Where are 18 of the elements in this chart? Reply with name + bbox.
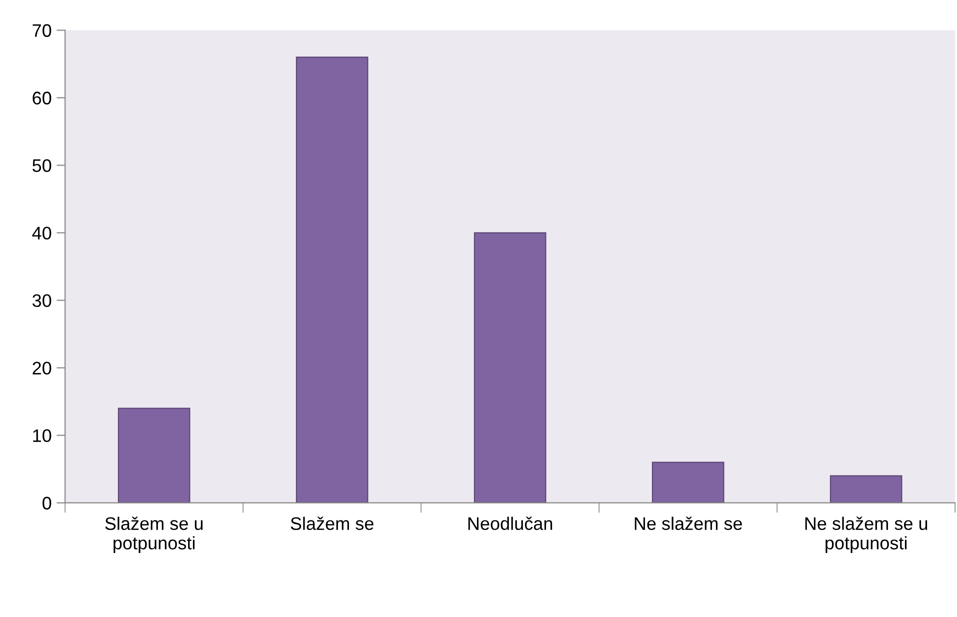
- x-tick-label: Neodlučan: [468, 516, 552, 530]
- y-tick-label: 40: [32, 226, 52, 240]
- y-tick-label: 10: [33, 429, 52, 442]
- bar: [296, 56, 368, 503]
- y-tick-label: 70: [32, 24, 52, 37]
- y-tick-label: 50: [32, 159, 52, 172]
- x-tick-label: Slažem se: [290, 516, 374, 530]
- y-tick-label: 0: [42, 496, 52, 510]
- x-tick-label: Ne slažem se: [634, 516, 742, 530]
- y-tick-label: 60: [32, 92, 52, 104]
- x-tick-label: Ne slažem se u potpunosti: [805, 516, 928, 554]
- x-tick-label: Slažem se u potpunosti: [105, 516, 203, 554]
- bar: [830, 475, 902, 503]
- bar: [474, 232, 546, 503]
- y-tick-label: 20: [32, 362, 52, 375]
- bar: [652, 462, 724, 503]
- y-tick-label: 30: [32, 294, 52, 308]
- bar: [118, 408, 190, 503]
